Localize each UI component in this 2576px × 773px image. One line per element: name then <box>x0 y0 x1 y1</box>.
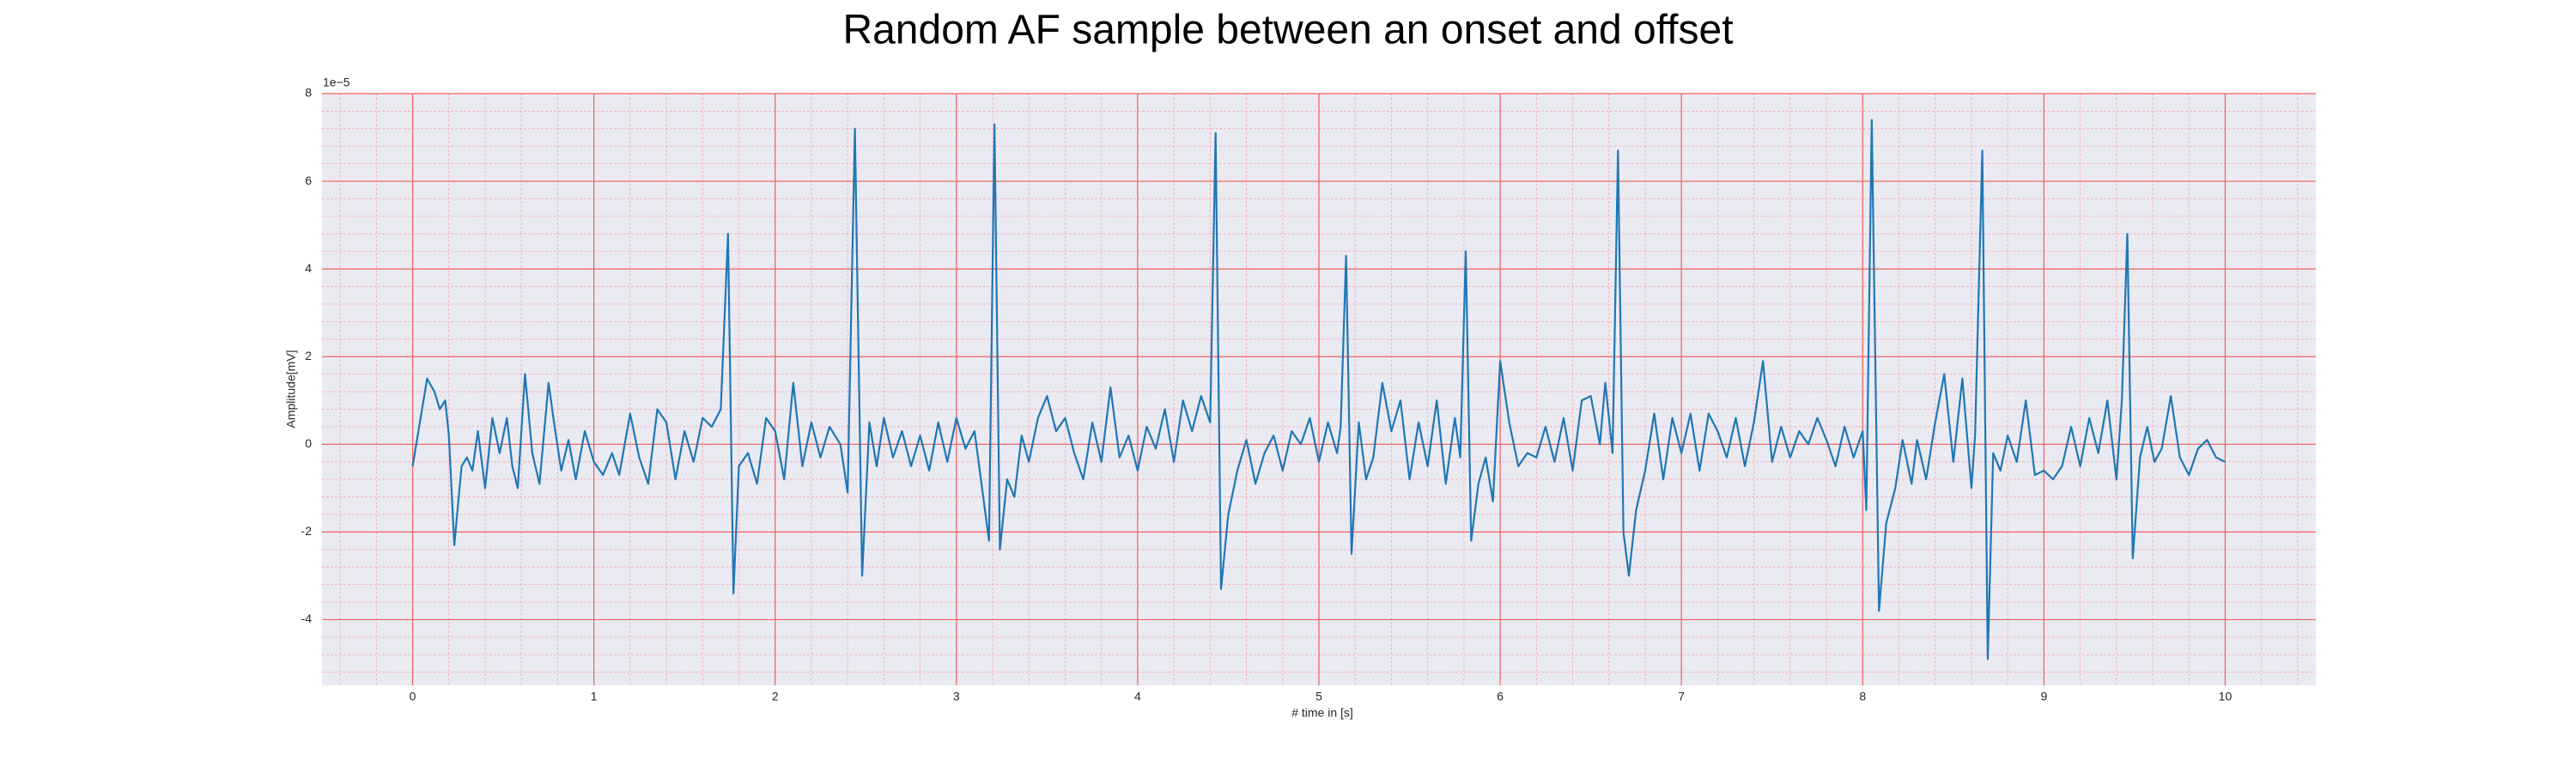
y-tick-label: 2 <box>305 349 312 362</box>
x-tick-label: 4 <box>1134 690 1141 703</box>
y-tick-label: 4 <box>305 261 312 275</box>
x-tick-label: 10 <box>2219 690 2233 703</box>
x-axis-label: # time in [s] <box>1291 706 1353 720</box>
chart-title: Random AF sample between an onset and of… <box>842 8 1733 53</box>
x-tick-label: 5 <box>1315 690 1322 703</box>
x-tick-label: 1 <box>591 690 598 703</box>
y-offset-label: 1e−5 <box>323 76 350 89</box>
x-tick-label: 2 <box>772 690 779 703</box>
x-tick-label: 6 <box>1497 690 1504 703</box>
y-tick-label: -2 <box>301 524 313 538</box>
signal-line <box>411 119 2226 660</box>
y-tick-label: 8 <box>305 86 312 100</box>
x-tick-label: 3 <box>953 690 960 703</box>
y-tick-label: -4 <box>301 612 313 625</box>
x-tick-label: 0 <box>410 690 416 703</box>
x-tick-label: 7 <box>1678 690 1685 703</box>
x-tick-label: 8 <box>1859 690 1866 703</box>
y-tick-label: 0 <box>305 436 312 450</box>
x-tick-label: 9 <box>2040 690 2047 703</box>
y-tick-label: 6 <box>305 173 312 187</box>
y-axis-label: Amplitude[mV] <box>284 350 298 428</box>
